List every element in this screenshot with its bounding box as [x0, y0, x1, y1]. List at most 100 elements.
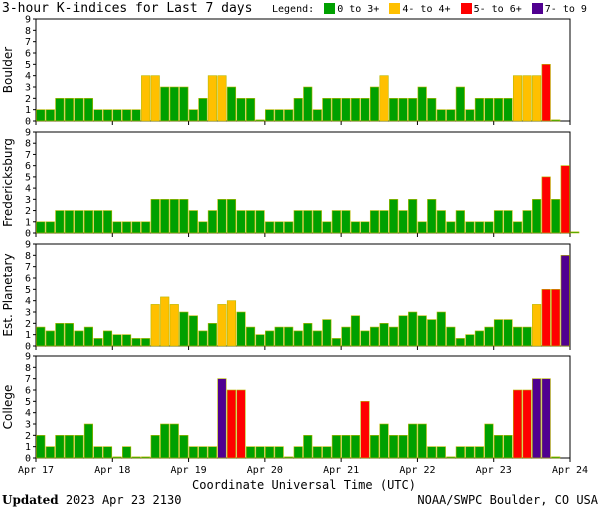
k-index-bar — [369, 326, 380, 347]
k-index-bar — [541, 176, 551, 234]
k-index-bar — [131, 338, 141, 347]
k-index-bar — [389, 326, 399, 347]
k-index-bar — [188, 315, 198, 347]
k-index-bar — [226, 86, 237, 122]
y-tick-label: 8 — [25, 139, 31, 150]
k-index-bar — [93, 109, 103, 122]
k-index-bar — [446, 456, 456, 459]
k-index-bar — [331, 98, 341, 122]
k-index-bar — [303, 86, 313, 122]
k-index-bar — [551, 289, 561, 347]
k-index-bar — [436, 109, 446, 122]
k-index-bar — [217, 75, 227, 122]
y-tick-label: 3 — [25, 420, 31, 431]
y-tick-label: 2 — [25, 94, 31, 105]
k-index-bar — [474, 221, 484, 234]
y-tick-label: 4 — [25, 408, 31, 419]
k-index-bar — [45, 109, 55, 122]
k-index-bar — [74, 210, 84, 234]
k-index-bar — [217, 304, 227, 347]
k-index-bar — [36, 326, 46, 347]
k-index-bar — [312, 109, 322, 122]
k-index-bar — [417, 423, 427, 459]
k-index-bar — [179, 86, 189, 122]
k-index-bar — [226, 300, 237, 347]
k-index-bar — [493, 210, 504, 234]
y-tick-label: 5 — [25, 285, 31, 296]
k-index-bar — [503, 210, 513, 234]
y-tick-label: 3 — [25, 83, 31, 94]
legend-item-label: 5- to 6+ — [473, 4, 522, 15]
k-index-bar — [512, 75, 523, 122]
k-index-bar — [484, 423, 494, 459]
legend-swatch-purple — [531, 3, 543, 14]
k-index-bar — [389, 435, 399, 459]
k-index-bar — [131, 109, 141, 122]
k-index-bar — [179, 199, 189, 234]
k-index-bar — [503, 319, 513, 347]
k-index-bar — [284, 221, 294, 234]
k-index-bar — [236, 389, 246, 459]
k-index-bar — [236, 210, 246, 234]
x-tick-label: Apr 17 — [18, 465, 54, 476]
k-index-bar — [427, 446, 437, 459]
k-index-bar — [417, 315, 427, 347]
k-index-bar — [493, 98, 504, 122]
k-index-bar — [36, 221, 46, 234]
y-tick-label: 3 — [25, 195, 31, 206]
k-index-bar — [512, 326, 523, 347]
k-index-bar — [102, 109, 113, 122]
k-index-bar — [379, 210, 389, 234]
k-index-bar — [93, 210, 103, 234]
k-index-bar — [427, 98, 437, 122]
x-axis-title: Coordinate Universal Time (UTC) — [192, 478, 416, 492]
updated-value: 2023 Apr 23 2130 — [65, 493, 182, 507]
k-index-bar — [245, 326, 256, 347]
k-index-bar — [55, 210, 65, 234]
k-index-bar — [83, 423, 94, 459]
k-index-bar — [55, 435, 65, 459]
k-index-bar — [122, 334, 132, 347]
k-index-bar — [512, 389, 523, 459]
k-index-bar — [169, 86, 179, 122]
k-index-bar — [45, 221, 55, 234]
panel-frame — [35, 131, 571, 234]
k-index-bar — [532, 378, 542, 459]
updated-stamp: Updated 2023 Apr 23 2130 — [2, 493, 181, 507]
panel-frame — [35, 355, 571, 459]
k-index-bar — [255, 210, 265, 234]
k-index-bar — [493, 435, 504, 459]
y-tick-label: 0 — [25, 454, 31, 465]
k-index-bar — [274, 446, 284, 459]
k-index-bar — [141, 75, 151, 122]
k-index-bar — [350, 98, 361, 122]
y-tick-label: 7 — [25, 262, 31, 273]
k-index-bar — [293, 330, 303, 347]
k-index-bar — [150, 304, 160, 347]
k-index-bar — [484, 98, 494, 122]
k-index-bar — [160, 199, 170, 234]
credit-text: NOAA/SWPC Boulder, CO USA — [417, 493, 598, 507]
k-index-bar — [303, 210, 313, 234]
k-index-bar — [207, 446, 217, 459]
y-tick-label: 8 — [25, 26, 31, 37]
k-index-bar — [93, 446, 103, 459]
k-index-bar — [560, 165, 570, 234]
k-index-bar — [455, 446, 465, 459]
legend-label: Legend: — [272, 4, 315, 15]
k-index-bar — [398, 315, 408, 347]
k-index-bar — [102, 330, 113, 347]
k-index-bar — [217, 378, 227, 459]
k-index-bar — [408, 311, 418, 347]
k-index-bar — [455, 338, 465, 347]
k-index-bar — [179, 435, 189, 459]
k-index-bar — [427, 199, 437, 234]
k-index-bar — [322, 221, 332, 234]
y-tick-label: 1 — [25, 330, 31, 341]
y-tick-label: 0 — [25, 342, 31, 353]
legend-swatch-yellow — [389, 3, 401, 14]
k-index-bar — [198, 221, 208, 234]
k-index-bar — [350, 435, 361, 459]
k-index-bar — [83, 326, 94, 347]
